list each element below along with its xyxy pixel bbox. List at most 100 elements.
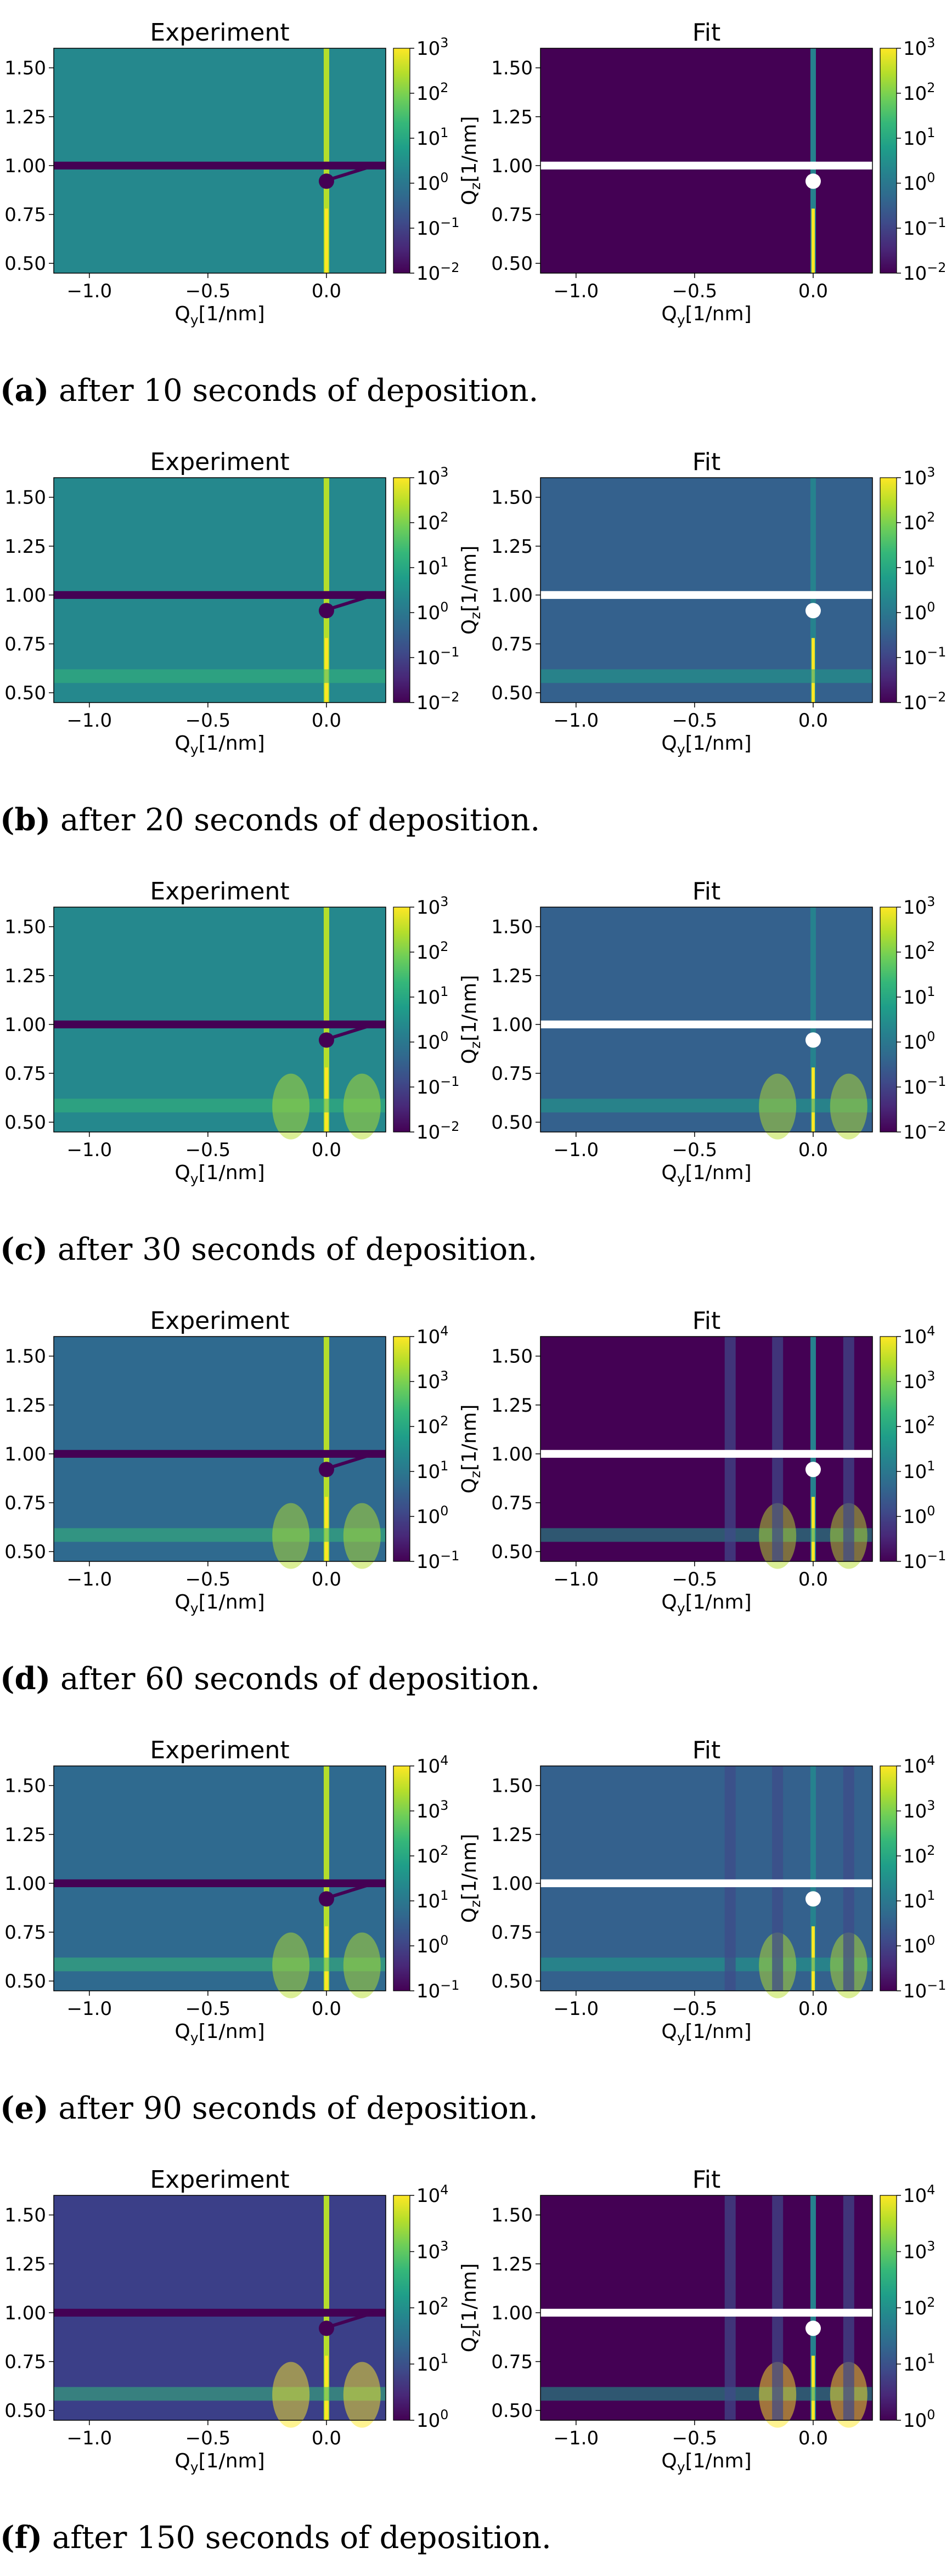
colorbar-tick-label: 10−2 xyxy=(903,689,946,714)
y-tick-label: 0.75 xyxy=(491,2351,533,2373)
heatmap-field xyxy=(540,907,872,1132)
y-tick-label: 1.50 xyxy=(4,916,46,938)
yoneda-band xyxy=(540,1099,872,1113)
y-tick-label: 1.25 xyxy=(491,1395,533,1417)
detector-gap-mask xyxy=(540,591,872,599)
colorbar-tick-label: 100 xyxy=(903,2407,935,2432)
colorbar-tick-label: 101 xyxy=(903,1458,935,1483)
x-tick-label: −0.5 xyxy=(672,1569,718,1590)
x-tick-label: 0.0 xyxy=(312,710,341,732)
subfigure-caption-text: after 90 seconds of deposition. xyxy=(48,2091,538,2126)
beamstop xyxy=(318,1462,334,1477)
detector-gap-mask xyxy=(540,161,872,170)
y-tick-label: 1.25 xyxy=(491,965,533,987)
specular-rod xyxy=(810,2195,816,2420)
y-tick-label: 1.25 xyxy=(4,965,46,987)
plot-frame xyxy=(540,48,873,274)
subfigure-label: (a) xyxy=(0,372,49,409)
specular-rod xyxy=(810,1766,816,1991)
x-tick-label: −1.0 xyxy=(67,1139,112,1161)
colorbar-tick-label: 102 xyxy=(903,2295,935,2319)
plot-title: Experiment xyxy=(150,877,289,905)
fit-rod-3 xyxy=(843,1766,854,1991)
y-axis-label: Qz[1/nm] xyxy=(458,2263,483,2353)
y-tick-label: 0.75 xyxy=(4,204,46,226)
x-tick-label: −0.5 xyxy=(185,710,231,732)
y-tick-label: 0.50 xyxy=(491,253,533,275)
y-axis-label: Qz[1/nm] xyxy=(458,975,483,1065)
y-axis-label: Qz[1/nm] xyxy=(458,1834,483,1923)
detector-gap-mask xyxy=(540,1020,872,1029)
plot-title: Fit xyxy=(692,1736,721,1764)
x-tick-label: −0.5 xyxy=(672,1139,718,1161)
plot-frame xyxy=(540,907,873,1133)
detector-gap-mask xyxy=(54,591,386,599)
side-lobe-2 xyxy=(343,1073,381,1140)
colorbar xyxy=(880,2195,897,2421)
heatmap-field xyxy=(540,478,872,703)
x-axis-label: Qy[1/nm] xyxy=(661,1162,751,1187)
colorbar-tick-label: 10−2 xyxy=(416,260,459,285)
experiment-panel: Experiment −1.0 −0.5 0.0 0.50 0.75 1.00 1.25 1.5… xyxy=(4,448,459,757)
y-tick-label: 0.50 xyxy=(491,1112,533,1134)
y-tick-label: 1.50 xyxy=(491,2205,533,2227)
fit-rod-1 xyxy=(724,1766,736,1991)
y-tick-label: 0.75 xyxy=(4,1492,46,1514)
colorbar-tick-label: 103 xyxy=(903,2239,935,2263)
x-tick-label: 0.0 xyxy=(798,2427,828,2449)
detector-gap-mask xyxy=(54,2308,386,2317)
specular-rod xyxy=(323,1337,329,1561)
y-tick-label: 1.50 xyxy=(491,1775,533,1797)
colorbar-tick-label: 100 xyxy=(416,599,448,624)
x-tick-label: −1.0 xyxy=(67,710,112,732)
colorbar-tick-label: 101 xyxy=(416,554,448,579)
beamstop xyxy=(805,2320,821,2336)
y-tick-label: 1.00 xyxy=(4,2302,46,2324)
experiment-panel: Experiment −1.0 −0.5 0.0 0.50 0.75 1.00 1.25 1.5… xyxy=(4,1307,459,1616)
yoneda-band xyxy=(54,1528,386,1542)
colorbar xyxy=(393,477,410,703)
yoneda-band xyxy=(540,669,872,683)
scattering-features xyxy=(54,1766,386,1998)
colorbar-tick-label: 100 xyxy=(903,1029,935,1054)
heatmap-field xyxy=(54,48,386,273)
colorbar-tick-label: 101 xyxy=(903,125,935,150)
subfigure-caption: (a) after 10 seconds of deposition. xyxy=(0,373,952,409)
plot-frame xyxy=(540,2195,873,2421)
colorbar-tick-label: 103 xyxy=(416,35,448,60)
beamstop xyxy=(805,1462,821,1477)
x-tick-label: −1.0 xyxy=(554,1139,599,1161)
plot-frame xyxy=(540,1336,873,1562)
subfigure-a: Experiment −1.0 −0.5 0.0 0.50 0.75 1.00 1.25 1.5… xyxy=(4,19,946,328)
colorbar-tick-label: 10−1 xyxy=(903,215,946,240)
subfigure-caption: (b) after 20 seconds of deposition. xyxy=(0,802,952,838)
y-tick-label: 0.75 xyxy=(4,1063,46,1085)
x-tick-label: 0.0 xyxy=(798,1569,828,1590)
colorbar-tick-label: 102 xyxy=(903,939,935,964)
plot-frame xyxy=(540,1765,873,1991)
colorbar-tick-label: 10−1 xyxy=(416,1978,459,2002)
colorbar-tick-label: 100 xyxy=(416,170,448,195)
subfigure-caption-text: after 10 seconds of deposition. xyxy=(49,373,539,409)
y-tick-label: 0.50 xyxy=(4,253,46,275)
y-tick-label: 0.75 xyxy=(491,1492,533,1514)
fit-rod-3 xyxy=(843,2195,854,2420)
plot-title: Fit xyxy=(692,448,721,476)
colorbar-tick-label: 103 xyxy=(903,1798,935,1822)
beamstop-arm xyxy=(330,593,375,610)
colorbar xyxy=(393,907,410,1133)
colorbar-tick-label: 100 xyxy=(416,1933,448,1957)
fit-rod-2 xyxy=(772,1337,784,1561)
colorbar-tick-label: 101 xyxy=(903,2351,935,2376)
y-tick-label: 0.50 xyxy=(4,1112,46,1134)
colorbar-tick-label: 10−1 xyxy=(416,1548,459,1573)
x-tick-label: −0.5 xyxy=(185,1139,231,1161)
y-tick-label: 1.25 xyxy=(491,2254,533,2275)
y-tick-label: 1.00 xyxy=(4,1014,46,1036)
x-tick-label: −0.5 xyxy=(672,280,718,302)
fit-panel: Fit −1.0 −0.5 0.0 0.50 0.75 1.00 1.25 1.50 Qy[1/n… xyxy=(458,877,946,1187)
fit-panel: Fit −1.0 −0.5 0.0 0.50 0.75 1.00 1.25 1.50 Qy[1/n… xyxy=(458,1307,946,1616)
x-tick-label: 0.0 xyxy=(798,1998,828,2020)
y-tick-label: 0.75 xyxy=(491,1063,533,1085)
fit-panel: Fit −1.0 −0.5 0.0 0.50 0.75 1.00 1.25 1.50 Qy[1/n… xyxy=(458,1736,946,2046)
